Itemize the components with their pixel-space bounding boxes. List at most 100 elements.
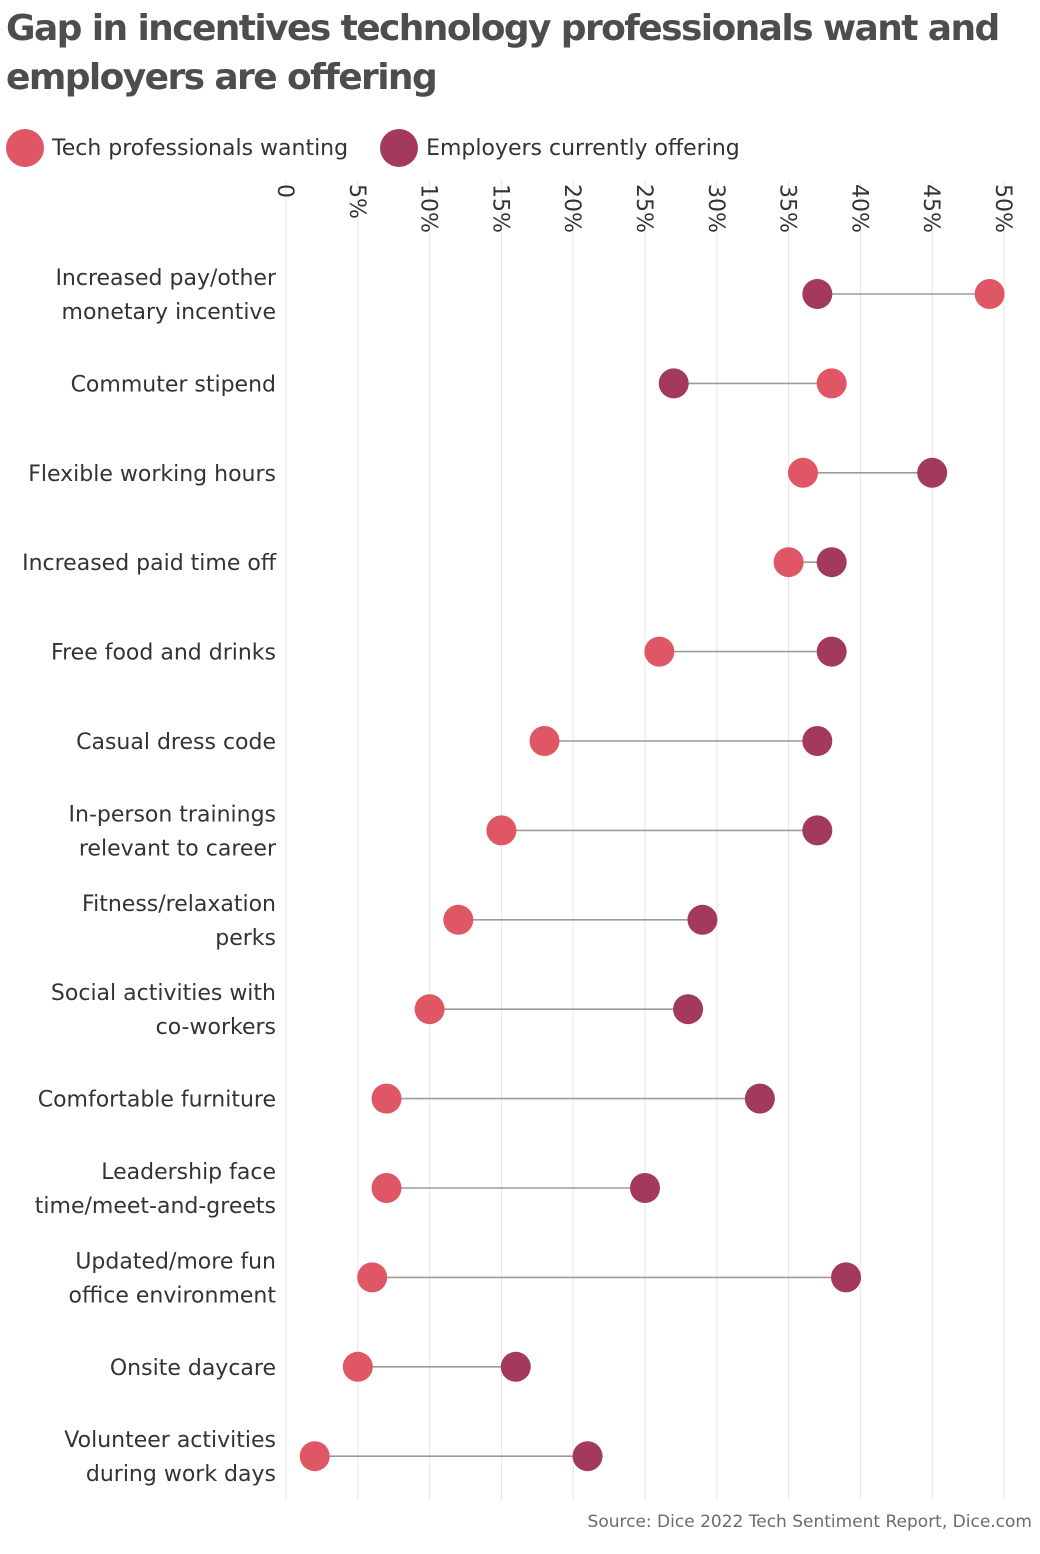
- x-tick-label: 5%: [344, 184, 369, 219]
- chart-title: Gap in incentives technology professiona…: [6, 8, 1000, 98]
- point-offering: [630, 1173, 660, 1203]
- x-tick-label: 40%: [846, 184, 871, 233]
- category-label: Social activities with co-workers: [51, 981, 276, 1040]
- dumbbell-row: [802, 279, 1005, 309]
- x-tick-label: 15%: [487, 184, 512, 233]
- category-label-line: during work days: [86, 1462, 276, 1487]
- category-label: Commuter stipend: [71, 372, 276, 397]
- dumbbell-row: [529, 726, 833, 756]
- legend-label-wanting: Tech professionals wanting: [52, 135, 349, 161]
- dumbbell-row: [371, 1173, 660, 1203]
- category-label-line: Free food and drinks: [51, 641, 276, 666]
- legend-item-wanting: Tech professionals wanting: [6, 129, 348, 167]
- x-tick-label: 50%: [990, 184, 1015, 233]
- category-label: In-person trainings relevant to career: [69, 802, 277, 861]
- category-label: Onsite daycare: [110, 1356, 276, 1381]
- category-label-line: Social activities with: [51, 981, 276, 1006]
- category-label-line: Fitness/relaxation: [82, 892, 276, 917]
- x-tick-label: 0: [272, 184, 297, 198]
- category-label: Leadership face time/meet-and-greets: [35, 1160, 276, 1219]
- dumbbell-row: [658, 368, 847, 399]
- x-tick-label: 10%: [416, 184, 441, 233]
- category-label: Updated/more fun office environment: [69, 1249, 277, 1308]
- category-label: Free food and drinks: [51, 641, 276, 666]
- category-label-line: office environment: [69, 1283, 277, 1308]
- x-tick-label: 35%: [775, 184, 800, 233]
- legend-swatch-offering: [380, 129, 419, 167]
- category-label: Flexible working hours: [28, 462, 276, 487]
- point-wanting: [644, 636, 675, 667]
- category-label-line: relevant to career: [79, 836, 277, 861]
- point-offering: [687, 904, 718, 935]
- point-wanting: [299, 1441, 330, 1472]
- dumbbell-row: [443, 904, 718, 935]
- category-label: Increased paid time off: [22, 551, 277, 576]
- point-wanting: [773, 547, 804, 578]
- category-label: Fitness/relaxation perks: [82, 892, 276, 951]
- dumbbell-row: [357, 1262, 862, 1293]
- category-label-line: Comfortable furniture: [38, 1088, 276, 1113]
- category-label: Volunteer activities during work days: [64, 1428, 276, 1487]
- x-tick-label: 30%: [703, 184, 728, 233]
- legend-item-offering: Employers currently offering: [380, 129, 740, 167]
- point-wanting: [787, 457, 818, 488]
- plot-rows: [299, 279, 1005, 1472]
- point-wanting: [486, 815, 517, 846]
- point-offering: [673, 994, 704, 1025]
- category-label-line: Increased pay/other: [55, 266, 277, 291]
- category-label: Increased pay/other monetary incentive: [55, 266, 277, 325]
- category-label-line: Leadership face: [101, 1160, 276, 1185]
- point-wanting: [371, 1173, 402, 1203]
- x-tick-label: 45%: [918, 184, 943, 233]
- point-wanting: [342, 1351, 373, 1382]
- dumbbell-row: [342, 1351, 531, 1382]
- point-offering: [831, 1262, 862, 1293]
- point-wanting: [414, 994, 445, 1025]
- point-wanting: [371, 1083, 402, 1114]
- point-wanting: [529, 726, 560, 756]
- dumbbell-row: [414, 994, 704, 1025]
- gridlines: [285, 180, 1005, 1500]
- category-label-line: Updated/more fun: [75, 1249, 276, 1274]
- category-label-line: Flexible working hours: [28, 462, 276, 487]
- point-wanting: [974, 279, 1005, 309]
- x-tick-label: 25%: [631, 184, 656, 233]
- point-offering: [802, 815, 833, 846]
- category-label-line: co-workers: [156, 1015, 276, 1040]
- category-label: Casual dress code: [76, 730, 276, 755]
- point-wanting: [816, 368, 847, 399]
- category-label-line: Onsite daycare: [110, 1356, 276, 1381]
- point-offering: [500, 1351, 531, 1382]
- point-offering: [802, 726, 833, 756]
- category-label-line: Increased paid time off: [22, 551, 277, 576]
- point-offering: [816, 636, 847, 667]
- dumbbell-row: [773, 547, 847, 578]
- category-label-line: In-person trainings: [69, 802, 276, 827]
- dumbbell-row: [486, 815, 833, 846]
- point-offering: [802, 279, 833, 309]
- y-axis-labels: Increased pay/other monetary incentive Com…: [22, 266, 277, 1487]
- dumbbell-row: [299, 1441, 603, 1472]
- legend-label-offering: Employers currently offering: [426, 135, 740, 161]
- category-label-line: Volunteer activities: [64, 1428, 276, 1453]
- category-label-line: monetary incentive: [62, 300, 276, 325]
- point-wanting: [443, 904, 474, 935]
- point-offering: [917, 457, 948, 488]
- legend-swatch-wanting: [6, 129, 44, 167]
- category-label: Comfortable furniture: [38, 1088, 276, 1113]
- x-tick-label: 20%: [559, 184, 584, 233]
- dumbbell-row: [787, 457, 948, 488]
- point-offering: [744, 1083, 775, 1114]
- category-label-line: Casual dress code: [76, 730, 276, 755]
- category-label-line: perks: [215, 926, 276, 951]
- legend: Tech professionals wanting Employers cur…: [6, 126, 772, 170]
- x-axis-ticks: 0 5% 10% 15% 20% 25% 30% 35% 40% 45% 50%: [272, 184, 1015, 233]
- dumbbell-row: [644, 636, 847, 667]
- point-offering: [816, 547, 847, 578]
- category-label-line: time/meet-and-greets: [35, 1194, 276, 1219]
- point-wanting: [357, 1262, 388, 1293]
- point-offering: [572, 1441, 603, 1472]
- dumbbell-row: [371, 1083, 775, 1114]
- point-offering: [658, 368, 689, 399]
